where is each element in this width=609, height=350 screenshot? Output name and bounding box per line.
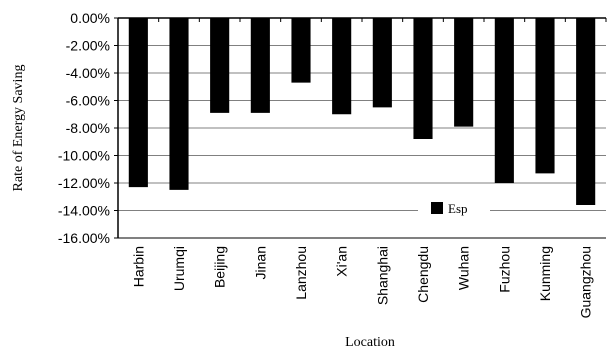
y-tick-label: 0.00% [70,10,110,26]
bar [250,18,270,113]
x-tick-label: Chengdu [415,246,431,303]
legend: Esp [418,198,490,218]
bar [454,18,474,127]
bar [372,18,392,108]
y-tick-label: -12.00% [58,175,110,191]
x-tick-label: Kunming [537,246,553,301]
x-tick-label: Lanzhou [293,246,309,300]
legend-swatch [431,202,443,214]
x-tick-label: Xi'an [334,246,350,277]
x-tick-label: Guangzhou [578,246,594,318]
bar [291,18,311,83]
x-tick-labels: Harbin Urumqi Beijing Jinan Lanzhou Xi'an Shan… [130,246,593,318]
y-axis-title: Rate of Energy Saving [11,65,26,192]
bar [494,18,514,183]
y-tick-label: -10.00% [58,148,110,164]
bar [413,18,433,139]
bars [128,18,596,205]
y-tick-label: -2.00% [66,38,110,54]
gridlines [118,45,606,211]
y-tick-label: -14.00% [58,203,110,219]
x-tick-label: Urumqi [171,246,187,291]
bar [332,18,352,115]
x-axis-title: Location [345,335,395,350]
y-tick-labels: 0.00% -2.00% -4.00% -6.00% -8.00% -10.00% -12.… [58,10,110,246]
y-tick-label: -4.00% [66,65,110,81]
y-tick-label: -6.00% [66,93,110,109]
y-tick-label: -8.00% [66,120,110,136]
bar [576,18,596,205]
legend-label: Esp [448,201,468,216]
bar [210,18,230,113]
x-tick-label: Wuhan [456,246,472,290]
x-tick-label: Fuzhou [496,246,512,293]
bar [535,18,555,174]
bar [169,18,189,190]
x-tick-label: Beijing [212,246,228,288]
axes [114,17,607,239]
x-tick-label: Jinan [252,246,268,279]
x-tick-label: Harbin [130,246,146,287]
bar [128,18,148,188]
x-tick-label: Shanghai [374,246,390,305]
y-tick-label: -16.00% [58,230,110,246]
